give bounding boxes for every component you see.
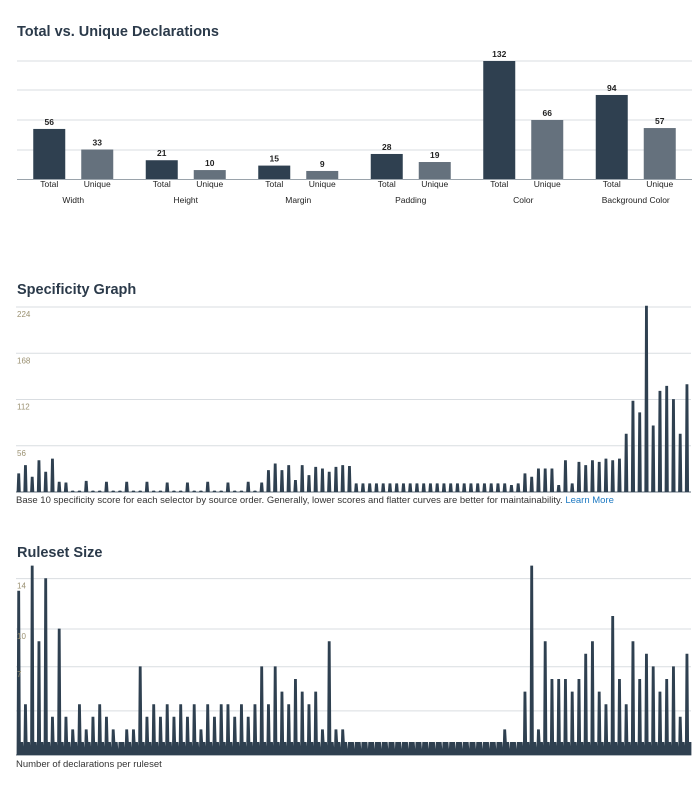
bar-color-unique: [531, 120, 564, 179]
bar-margin-unique: [306, 170, 339, 179]
declarations-chart-title: Total vs. Unique Declarations: [17, 24, 219, 40]
data-label: 9: [320, 159, 325, 169]
bar-height-unique: [193, 170, 226, 179]
bar-sub-label: Unique: [196, 179, 223, 189]
bar-sub-label: Unique: [646, 179, 673, 189]
data-label: 15: [270, 154, 280, 164]
specificity-caption-text: Base 10 specificity score for each selec…: [16, 495, 563, 506]
specificity-graph-title: Specificity Graph: [17, 282, 137, 298]
y-tick-label: 14: [17, 582, 26, 591]
bar-padding-total: [370, 153, 403, 179]
data-label: 66: [543, 108, 553, 118]
declarations-bar-chart: 56Total33UniqueWidth21Total10UniqueHeigh…: [17, 49, 692, 205]
category-label: Width: [62, 195, 84, 205]
bar-sub-label: Unique: [84, 179, 111, 189]
category-label: Padding: [395, 195, 426, 205]
bar-background-color-total: [595, 94, 628, 179]
data-label: 28: [382, 142, 392, 152]
data-label: 57: [655, 116, 665, 126]
y-tick-label: 56: [17, 449, 26, 458]
data-label: 33: [93, 138, 103, 148]
bar-sub-label: Total: [603, 179, 621, 189]
y-tick-label: 168: [17, 356, 31, 365]
learn-more-link[interactable]: Learn More: [565, 495, 614, 506]
y-tick-label: 7: [17, 670, 22, 679]
category-label: Height: [173, 195, 198, 205]
ruleset-size-area-chart: 14 10 7: [16, 565, 692, 756]
ruleset-size-title: Ruleset Size: [17, 545, 103, 561]
bar-sub-label: Unique: [534, 179, 561, 189]
data-label: 94: [607, 83, 617, 93]
data-label: 56: [45, 117, 55, 127]
bar-sub-label: Unique: [309, 179, 336, 189]
bar-background-color-unique: [643, 128, 676, 179]
data-label: 132: [492, 49, 506, 59]
ruleset-caption: Number of declarations per ruleset: [16, 759, 162, 770]
data-label: 19: [430, 150, 440, 160]
bar-margin-total: [258, 165, 291, 179]
y-tick-label: 10: [17, 632, 26, 641]
bar-color-total: [483, 61, 516, 179]
category-label: Margin: [285, 195, 311, 205]
bar-sub-label: Total: [490, 179, 508, 189]
area-series: [16, 565, 692, 756]
specificity-caption: Base 10 specificity score for each selec…: [16, 495, 614, 506]
bar-sub-label: Unique: [421, 179, 448, 189]
bar-padding-unique: [418, 162, 451, 179]
specificity-area-chart: 224 168 112 56: [16, 305, 691, 493]
area-series: [16, 305, 691, 493]
bar-sub-label: Total: [378, 179, 396, 189]
bar-height-total: [145, 160, 178, 179]
category-label: Color: [513, 195, 533, 205]
y-tick-label: 112: [17, 403, 30, 412]
data-label: 21: [157, 148, 167, 158]
bar-sub-label: Total: [153, 179, 171, 189]
bar-sub-label: Total: [265, 179, 283, 189]
bar-sub-label: Total: [40, 179, 58, 189]
data-label: 10: [205, 158, 215, 168]
bar-width-unique: [81, 149, 114, 179]
y-tick-label: 224: [17, 310, 31, 319]
bar-width-total: [33, 128, 66, 179]
category-label: Background Color: [602, 195, 670, 205]
